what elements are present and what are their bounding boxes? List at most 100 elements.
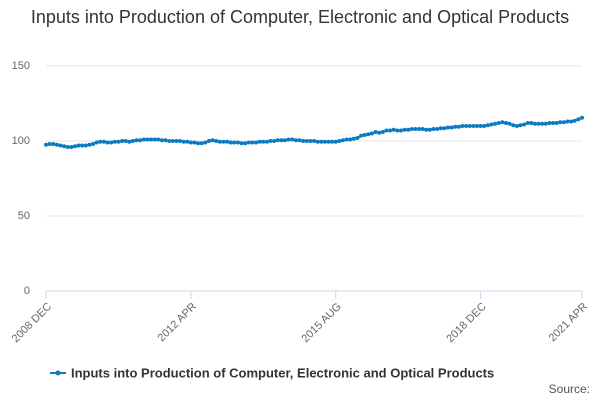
- marker: [409, 127, 414, 131]
- marker: [482, 124, 487, 128]
- marker: [503, 121, 508, 125]
- marker: [80, 143, 85, 148]
- marker: [362, 133, 367, 137]
- marker: [467, 124, 472, 128]
- marker: [471, 124, 476, 128]
- marker: [167, 139, 172, 143]
- marker: [424, 127, 429, 132]
- marker: [272, 139, 277, 143]
- marker: [319, 139, 324, 144]
- marker: [91, 142, 96, 146]
- marker: [138, 138, 143, 143]
- y-tick-label: 50: [18, 210, 30, 222]
- marker: [290, 137, 295, 142]
- marker: [261, 139, 266, 144]
- marker: [464, 124, 469, 128]
- marker: [87, 142, 92, 147]
- marker: [395, 128, 400, 133]
- marker: [460, 124, 465, 128]
- marker: [344, 137, 349, 142]
- marker: [427, 127, 432, 132]
- marker: [206, 139, 211, 143]
- marker: [514, 124, 519, 128]
- marker: [301, 139, 306, 143]
- marker: [250, 140, 255, 145]
- marker: [243, 141, 248, 146]
- marker: [130, 139, 135, 143]
- marker: [493, 121, 498, 126]
- x-tick-label: 2008 DEC: [10, 301, 54, 345]
- marker: [44, 142, 48, 147]
- marker: [391, 127, 396, 132]
- marker: [420, 127, 425, 131]
- marker: [565, 119, 570, 124]
- marker: [388, 128, 393, 133]
- marker: [478, 124, 483, 128]
- marker: [246, 140, 251, 145]
- marker: [511, 123, 516, 128]
- marker: [156, 137, 161, 142]
- marker: [228, 140, 233, 145]
- marker: [62, 144, 67, 149]
- source: Source:: [549, 382, 590, 396]
- x-tick-label: 2015 AUG: [300, 301, 344, 345]
- marker: [561, 120, 566, 125]
- marker: [257, 139, 262, 144]
- marker: [170, 139, 175, 143]
- x-tick-label: 2018 DEC: [444, 301, 488, 345]
- y-tick-label: 150: [12, 60, 30, 72]
- marker: [217, 139, 222, 144]
- marker: [297, 138, 302, 143]
- marker: [94, 140, 99, 145]
- marker: [485, 123, 490, 128]
- marker: [456, 124, 461, 129]
- y-tick-label: 100: [12, 135, 30, 147]
- marker: [446, 125, 450, 130]
- marker: [65, 145, 70, 149]
- marker: [543, 121, 548, 126]
- marker: [188, 140, 193, 145]
- marker: [178, 139, 182, 143]
- marker: [326, 139, 331, 144]
- marker: [264, 139, 269, 144]
- marker: [330, 139, 335, 144]
- x-tick-label: 2021 APR: [547, 301, 591, 345]
- marker: [163, 138, 168, 143]
- marker: [529, 121, 534, 125]
- marker: [98, 139, 103, 144]
- legend-marker: [55, 370, 61, 376]
- marker: [283, 138, 288, 143]
- marker: [554, 121, 559, 125]
- marker: [69, 145, 74, 149]
- marker: [235, 140, 240, 145]
- marker: [72, 144, 77, 149]
- marker: [572, 118, 577, 123]
- marker: [340, 138, 345, 143]
- marker: [322, 139, 327, 144]
- marker: [500, 120, 505, 125]
- marker: [312, 139, 316, 143]
- marker: [402, 127, 407, 132]
- marker: [76, 143, 81, 148]
- marker: [351, 136, 356, 141]
- marker: [83, 143, 88, 148]
- x-tick-label: 2012 APR: [156, 301, 200, 345]
- marker: [105, 140, 110, 145]
- marker: [286, 137, 291, 142]
- marker: [214, 139, 219, 143]
- marker: [398, 128, 403, 133]
- marker: [196, 141, 201, 146]
- marker: [522, 122, 527, 127]
- marker: [199, 141, 204, 146]
- marker: [449, 125, 454, 130]
- marker: [47, 142, 52, 146]
- marker: [442, 126, 447, 131]
- marker: [232, 140, 237, 145]
- marker: [293, 138, 298, 143]
- marker: [112, 139, 117, 144]
- marker: [116, 139, 121, 144]
- marker: [58, 143, 63, 148]
- legend-label: Inputs into Production of Computer, Elec…: [71, 365, 494, 380]
- marker: [536, 121, 541, 126]
- marker: [547, 121, 552, 125]
